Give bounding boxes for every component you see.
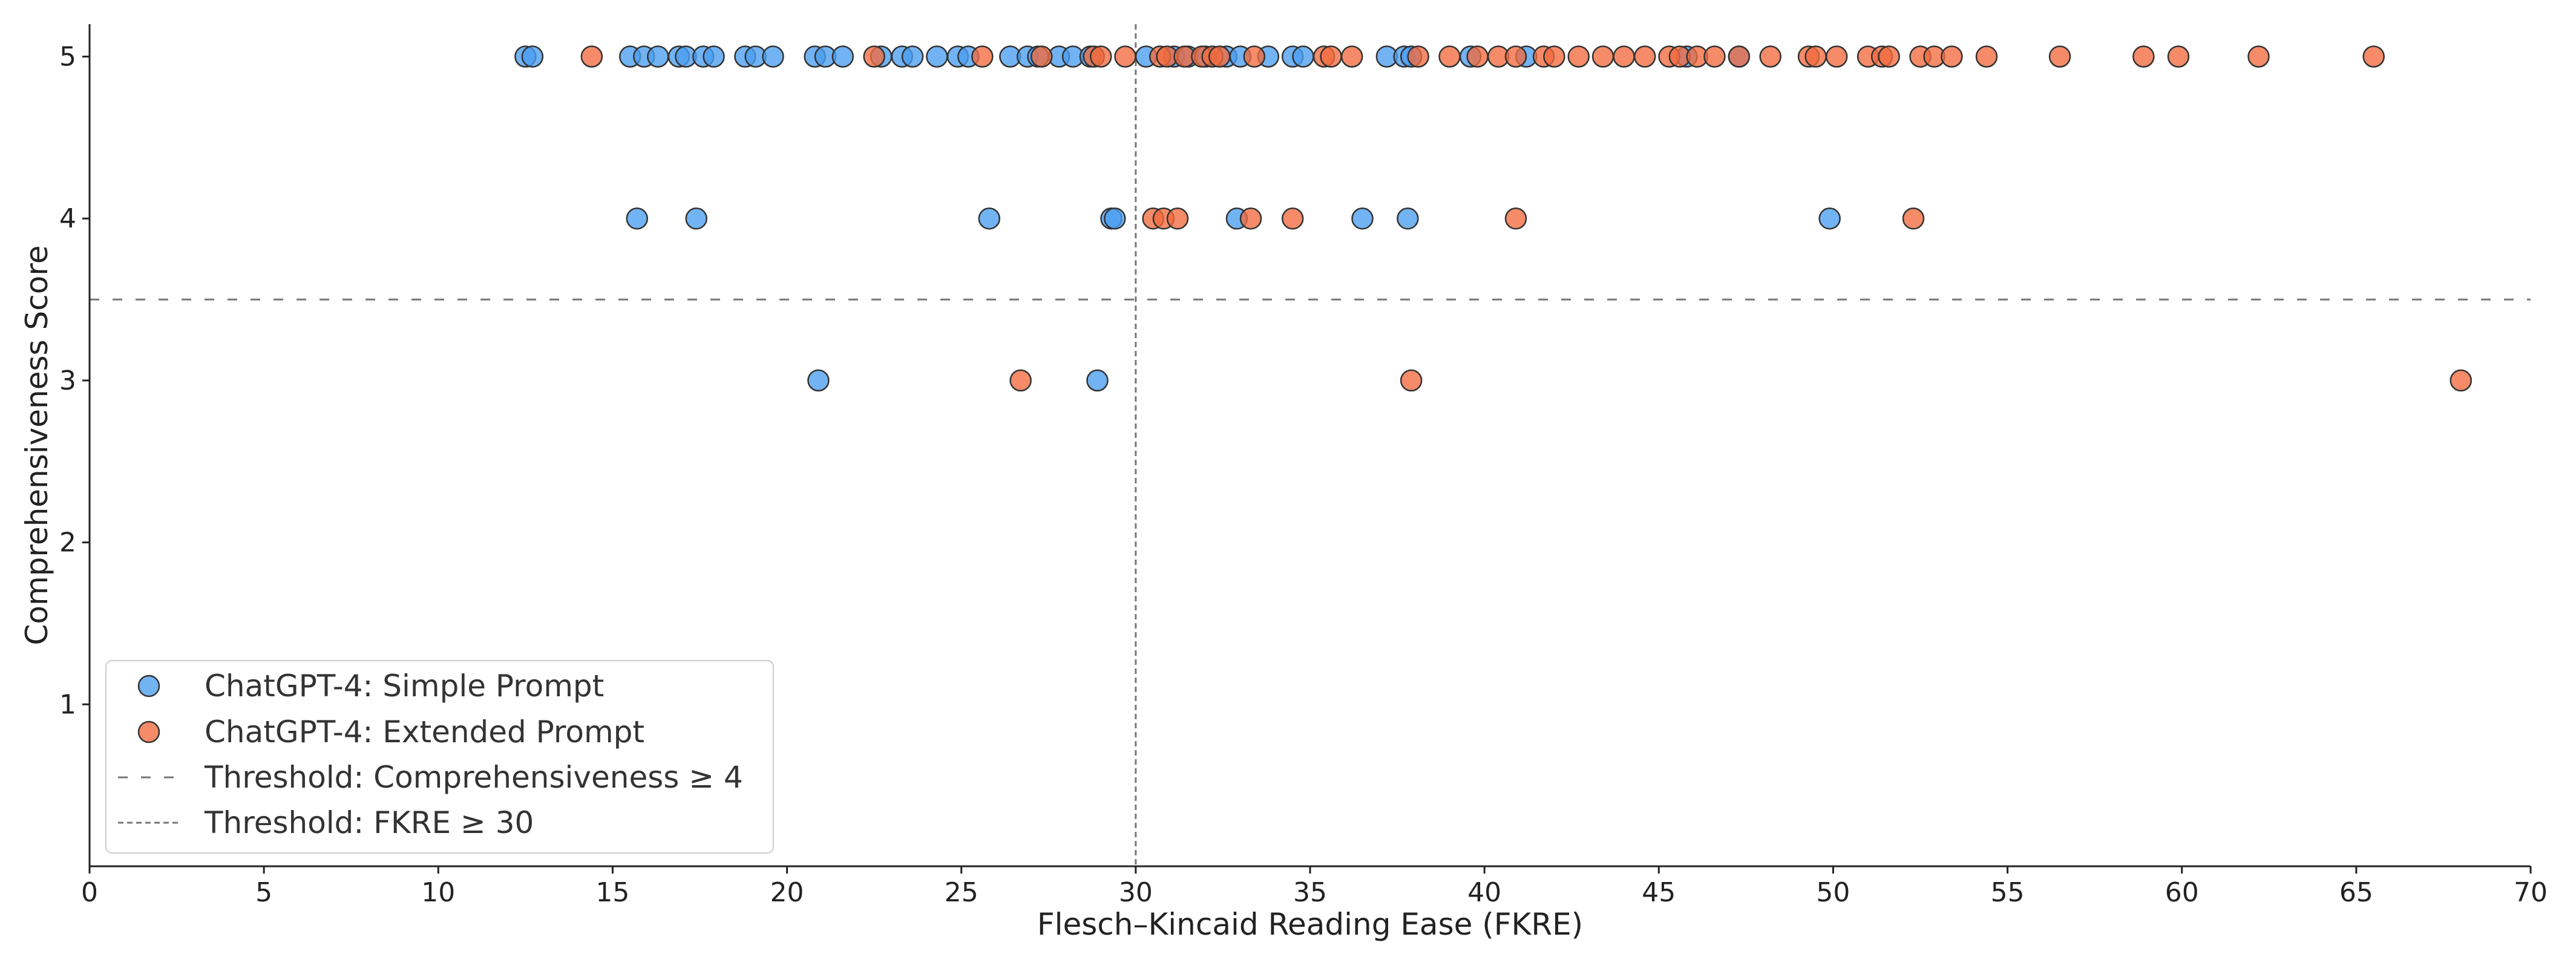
data-point <box>1281 207 1304 230</box>
legend-marker-simple <box>137 675 160 698</box>
x-tick-label: 35 <box>1293 877 1327 908</box>
data-point <box>1633 45 1656 68</box>
data-points <box>514 45 2472 392</box>
legend-label-threshold-comprehensiveness: Threshold: Comprehensiveness ≥ 4 <box>204 760 743 795</box>
x-tick-label: 0 <box>81 877 98 908</box>
data-point <box>1466 45 1489 68</box>
x-axis-title: Flesch–Kincaid Reading Ease (FKRE) <box>1037 907 1583 942</box>
x-tick-label: 25 <box>945 877 978 908</box>
legend-box <box>105 660 774 854</box>
data-point <box>1941 45 1963 68</box>
data-point <box>762 45 784 68</box>
y-axis-title: Comprehensiveness Score <box>19 245 54 645</box>
data-point <box>1009 369 1032 392</box>
x-tick-label: 15 <box>595 877 629 908</box>
data-point <box>1086 369 1109 392</box>
data-point <box>1567 45 1590 68</box>
data-point <box>2450 369 2472 392</box>
x-tick-label: 45 <box>1642 877 1676 908</box>
data-point <box>647 45 669 68</box>
data-point <box>1031 45 1053 68</box>
data-point <box>1504 45 1527 68</box>
data-point <box>1825 45 1848 68</box>
data-point <box>1114 45 1136 68</box>
data-point <box>1239 207 1262 230</box>
x-tick-label: 20 <box>770 877 804 908</box>
data-point <box>1728 45 1751 68</box>
data-point <box>1818 207 1841 230</box>
data-point <box>2048 45 2071 68</box>
threshold-lines <box>90 24 2531 866</box>
data-point <box>2247 45 2270 68</box>
data-point <box>1591 45 1614 68</box>
data-point <box>1208 45 1231 68</box>
data-point <box>1878 45 1900 68</box>
series-extended-prompt <box>580 45 2472 392</box>
data-point <box>1089 45 1112 68</box>
data-point <box>1104 207 1126 230</box>
y-tick-label: 3 <box>59 365 76 396</box>
data-point <box>831 45 854 68</box>
x-tick-label: 70 <box>2514 877 2548 908</box>
data-point <box>2362 45 2385 68</box>
data-point <box>1292 45 1314 68</box>
data-point <box>1613 45 1635 68</box>
data-point <box>1407 45 1429 68</box>
data-point <box>1438 45 1461 68</box>
y-tick-label: 2 <box>59 528 76 558</box>
data-point <box>685 207 707 230</box>
data-point <box>1804 45 1827 68</box>
data-point <box>863 45 885 68</box>
x-tick-label: 5 <box>255 877 272 908</box>
data-point <box>901 45 924 68</box>
data-point <box>703 45 725 68</box>
x-tick-label: 30 <box>1119 877 1153 908</box>
y-tick-label: 4 <box>59 203 76 234</box>
x-tick-label: 50 <box>1816 877 1850 908</box>
data-point <box>1340 45 1363 68</box>
data-point <box>1397 207 1419 230</box>
x-tick-label: 65 <box>2339 877 2373 908</box>
legend-label-threshold-fkre: Threshold: FKRE ≥ 30 <box>204 805 534 840</box>
data-point <box>1320 45 1342 68</box>
y-tick-label: 5 <box>59 42 76 73</box>
data-point <box>2167 45 2190 68</box>
data-point <box>978 207 1001 230</box>
data-point <box>1703 45 1726 68</box>
data-point <box>521 45 544 68</box>
legend-marker-extended <box>137 720 160 743</box>
data-point <box>926 45 948 68</box>
data-point <box>1759 45 1781 68</box>
y-ticks: 1 2 3 4 5 <box>59 42 90 720</box>
data-point <box>1351 207 1374 230</box>
y-tick-label: 1 <box>59 689 76 720</box>
data-point <box>626 207 649 230</box>
data-point <box>580 45 603 68</box>
data-point <box>971 45 994 68</box>
data-point <box>1543 45 1565 68</box>
legend-label-simple: ChatGPT-4: Simple Prompt <box>205 668 604 704</box>
x-ticks: 0 5 10 15 20 25 30 35 40 45 50 55 60 65 70 <box>81 866 2548 908</box>
data-point <box>807 369 830 392</box>
data-point <box>1243 45 1266 68</box>
data-point <box>1902 207 1925 230</box>
x-tick-label: 60 <box>2165 877 2199 908</box>
x-tick-label: 55 <box>1991 877 2025 908</box>
x-tick-label: 10 <box>421 877 455 908</box>
data-point <box>2132 45 2155 68</box>
data-point <box>1504 207 1527 230</box>
legend-label-extended: ChatGPT-4: Extended Prompt <box>205 714 644 750</box>
data-point <box>1400 369 1423 392</box>
data-point <box>1166 207 1189 230</box>
data-point <box>1975 45 1998 68</box>
legend: ChatGPT-4: Simple Prompt ChatGPT-4: Exte… <box>105 660 774 854</box>
x-tick-label: 40 <box>1467 877 1501 908</box>
